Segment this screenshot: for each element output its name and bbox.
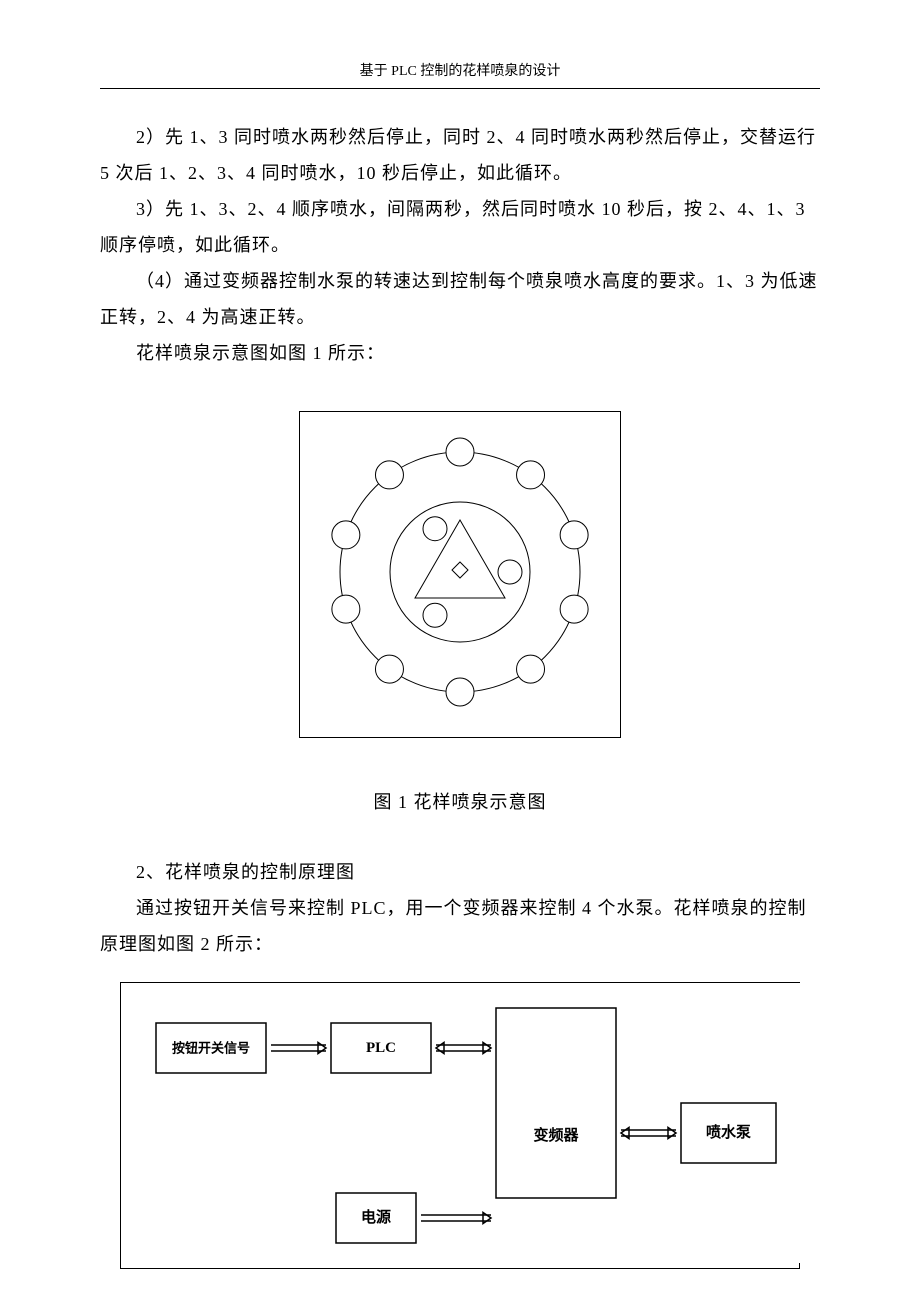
svg-text:PLC: PLC — [366, 1040, 396, 1056]
section-2-heading: 2、花样喷泉的控制原理图 — [100, 854, 820, 890]
fountain-diagram — [299, 411, 621, 738]
paragraph-intro-fig1: 花样喷泉示意图如图 1 所示： — [100, 335, 820, 371]
page-header: 基于 PLC 控制的花样喷泉的设计 — [100, 60, 820, 89]
paragraph-3: 3）先 1、3、2、4 顺序喷水，间隔两秒，然后同时喷水 10 秒后，按 2、4… — [100, 191, 820, 263]
body-text: 2）先 1、3 同时喷水两秒然后停止，同时 2、4 同时喷水两秒然后停止，交替运… — [100, 119, 820, 371]
figure-1-container — [100, 411, 820, 738]
header-title: 基于 PLC 控制的花样喷泉的设计 — [360, 64, 561, 79]
figure-1-caption: 图 1 花样喷泉示意图 — [100, 788, 820, 814]
fountain-svg — [300, 412, 620, 732]
figure-2-container: 按钮开关信号 PLC 喷水泵电源 变频器 — [120, 982, 800, 1269]
svg-text:电源: 电源 — [361, 1208, 391, 1226]
paragraph-2: 2）先 1、3 同时喷水两秒然后停止，同时 2、4 同时喷水两秒然后停止，交替运… — [100, 119, 820, 191]
paragraph-4: （4）通过变频器控制水泵的转速达到控制每个喷泉喷水高度的要求。1、3 为低速正转… — [100, 263, 820, 335]
svg-text:喷水泵: 喷水泵 — [706, 1123, 751, 1141]
paragraph-5: 通过按钮开关信号来控制 PLC，用一个变频器来控制 4 个水泵。花样喷泉的控制原… — [100, 890, 820, 962]
block-diagram-svg: 按钮开关信号 PLC 喷水泵电源 变频器 — [121, 983, 801, 1263]
svg-text:变频器: 变频器 — [533, 1126, 579, 1144]
svg-text:按钮开关信号: 按钮开关信号 — [172, 1041, 250, 1056]
section-2-text: 通过按钮开关信号来控制 PLC，用一个变频器来控制 4 个水泵。花样喷泉的控制原… — [100, 890, 820, 962]
